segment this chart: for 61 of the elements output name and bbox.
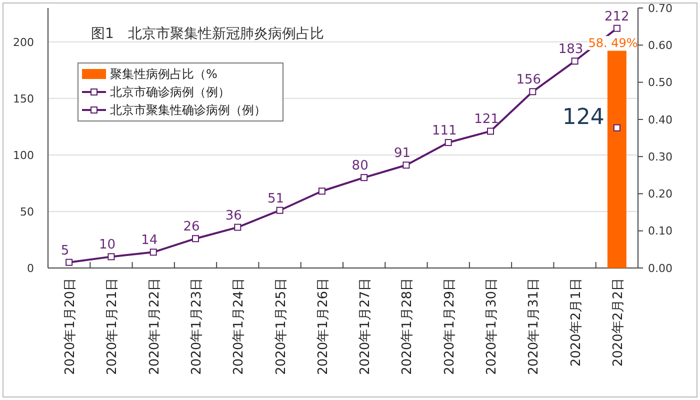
y-tick-label: 200 (13, 36, 34, 49)
x-tick-label: 2020年1月25日 (274, 278, 289, 375)
y2-tick-label: 0.20 (648, 188, 672, 201)
point (150, 248, 157, 256)
point (234, 224, 242, 231)
y-tick-label: 100 (13, 148, 34, 162)
x-tick-label: 2020年1月23日 (190, 278, 204, 375)
x-tick-label: 2020年1月27日 (358, 278, 374, 375)
x-tick-label: 2020年1月24日 (232, 278, 247, 375)
data-label: 51 (268, 191, 284, 206)
x-tick-label: 2020年2月2日 (610, 278, 626, 367)
data-label: 36 (225, 208, 242, 224)
data-label: 91 (394, 146, 410, 162)
legend-label: 北京市确诊病例（例） (110, 85, 230, 100)
y-tick-label: 150 (13, 92, 34, 106)
legend-label: 北京市聚集性确诊病例（例） (110, 103, 266, 118)
x-tick-label: 2020年1月26日 (316, 278, 331, 375)
y-tick-label: 50 (20, 205, 34, 218)
x-tick-label: 2020年1月30日 (484, 278, 500, 375)
point (360, 174, 368, 182)
y2-tick-label: 0.70 (648, 2, 672, 15)
y2-tick-label: 0.00 (648, 262, 672, 275)
data-label: 183 (558, 42, 584, 58)
point (444, 139, 452, 146)
data-label: 80 (352, 158, 368, 174)
point (318, 188, 326, 195)
data-label: 156 (516, 72, 542, 88)
point (192, 235, 199, 242)
y2-tick-label: 0.60 (648, 38, 672, 52)
data-label: 10 (98, 238, 116, 253)
y2-tick-label: 0.50 (648, 76, 672, 90)
data-label: 121 (474, 112, 499, 128)
x-tick-label: 2020年1月22日 (147, 278, 162, 375)
legend-label: 聚集性病例占比（% (110, 67, 218, 82)
data-label: 124 (562, 104, 604, 130)
point (402, 162, 410, 169)
point (571, 58, 578, 65)
x-tick-label: 2020年1月28日 (400, 278, 416, 375)
point (487, 128, 494, 135)
data-label: 14 (141, 233, 158, 248)
point (529, 88, 536, 96)
x-tick-label: 2020年2月1日 (568, 278, 584, 367)
data-label: 111 (432, 124, 457, 139)
point (613, 124, 620, 132)
x-tick-label: 2020年1月21日 (105, 278, 120, 375)
y2-tick-label: 0.40 (648, 113, 672, 126)
point (613, 24, 620, 32)
data-label: 5 (60, 243, 70, 258)
point (66, 258, 73, 266)
x-tick-label: 2020年1月31日 (526, 278, 542, 375)
x-tick-label: 2020年1月29日 (442, 278, 458, 375)
x-tick-label: 2020年1月20日 (63, 278, 78, 375)
y2-tick-label: 0.30 (648, 150, 672, 164)
y2-tick-label: 0.10 (648, 224, 672, 238)
data-label: 26 (183, 220, 200, 235)
point (108, 253, 115, 260)
y-tick-label: 0 (27, 262, 34, 275)
point (276, 206, 284, 214)
text: 图1 北京市聚集性新冠肺炎病例占比 (91, 26, 324, 42)
data-label: 212 (604, 9, 630, 24)
annotation: 58. 49% (588, 36, 638, 50)
